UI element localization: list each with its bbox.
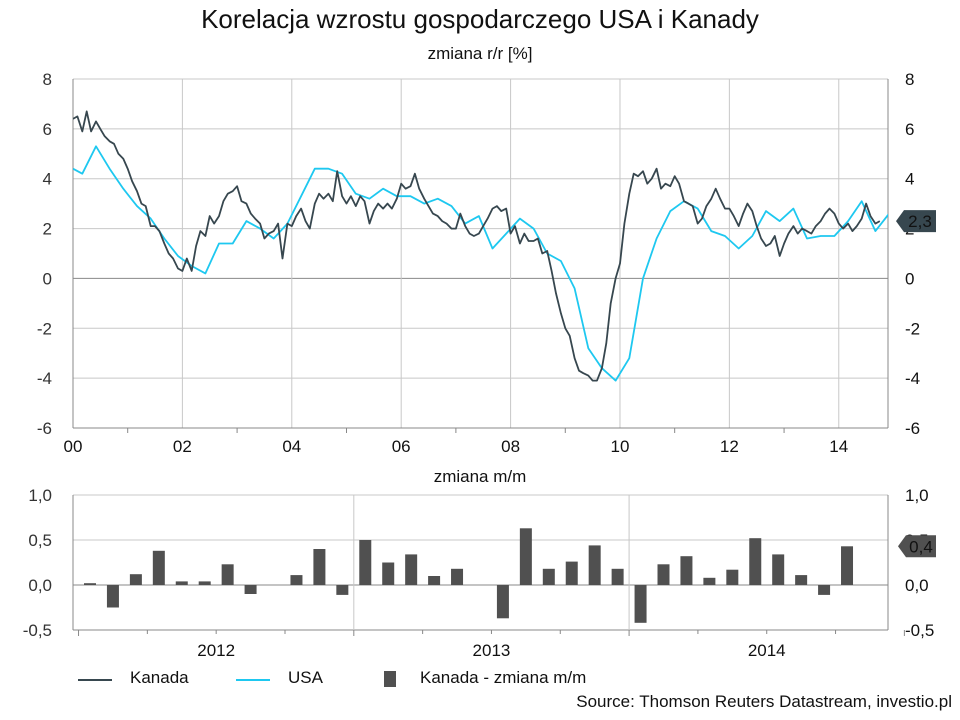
- bar-x-tick-label: 2013: [473, 641, 511, 660]
- x-tick-label: 08: [501, 437, 520, 456]
- bar: [611, 568, 624, 585]
- y-tick-label-left: 6: [43, 120, 52, 139]
- last-value-callout-top: [896, 210, 936, 233]
- y-tick-label-right: 6: [905, 120, 914, 139]
- y-tick-label-right: -4: [905, 369, 920, 388]
- y-tick-label-right: 8: [905, 70, 914, 89]
- bar: [703, 577, 716, 585]
- bar-y-tick-label-left: 1,0: [28, 486, 52, 505]
- bar: [198, 581, 211, 585]
- bar: [313, 549, 326, 585]
- bar: [359, 540, 372, 585]
- series-line-usa: [73, 145, 888, 382]
- series-line-kanada: [73, 110, 881, 382]
- y-tick-label-left: -4: [37, 369, 52, 388]
- bar-y-tick-label-left: 0,0: [28, 576, 52, 595]
- bar: [519, 528, 532, 585]
- bar-y-tick-label-right: 1,0: [905, 486, 929, 505]
- y-tick-label-left: -2: [37, 319, 52, 338]
- y-tick-label-left: 4: [43, 170, 52, 189]
- bar: [244, 585, 257, 594]
- legend-label-kanada-mm: Kanada - zmiana m/m: [420, 668, 587, 687]
- y-tick-label-left: 8: [43, 70, 52, 89]
- bar: [565, 561, 578, 585]
- y-tick-label-right: -2: [905, 319, 920, 338]
- bar: [726, 569, 739, 585]
- bar: [152, 550, 165, 585]
- bar: [382, 562, 395, 585]
- legend-swatch-usa: [236, 679, 270, 681]
- bar: [106, 585, 119, 608]
- bar: [542, 568, 555, 585]
- bar-y-tick-label-right: 0,0: [905, 576, 929, 595]
- bar: [405, 554, 418, 585]
- bar: [772, 554, 785, 585]
- bottom-chart-subtitle: zmiana m/m: [433, 467, 527, 486]
- last-value-label-top: 2,3: [908, 212, 932, 231]
- y-tick-label-left: 2: [43, 220, 52, 239]
- y-tick-label-left: 0: [43, 269, 52, 288]
- top-chart-subtitle: zmiana r/r [%]: [427, 44, 533, 63]
- source-note: Source: Thomson Reuters Datastream, inve…: [576, 692, 952, 711]
- bar: [496, 585, 509, 619]
- y-tick-label-right: 4: [905, 170, 914, 189]
- x-tick-label: 14: [829, 437, 848, 456]
- y-tick-label-right: -6: [905, 419, 920, 438]
- legend-label-usa: USA: [288, 668, 323, 687]
- bar: [129, 574, 142, 585]
- last-value-callout-bottom: [898, 535, 936, 558]
- x-tick-label: 04: [282, 437, 301, 456]
- bar: [841, 546, 854, 585]
- bar: [588, 545, 601, 585]
- bar: [175, 581, 188, 585]
- bar: [221, 564, 234, 585]
- bar-y-tick-label-right: -0,5: [905, 621, 934, 640]
- bar: [795, 575, 808, 585]
- bar: [428, 576, 441, 585]
- x-tick-label: 06: [392, 437, 411, 456]
- bar: [680, 556, 693, 585]
- bar: [749, 538, 762, 585]
- bar: [336, 585, 349, 595]
- legend-swatch-kanada: [78, 679, 112, 681]
- bar-x-tick-label: 2012: [197, 641, 235, 660]
- y-tick-label-right: 0: [905, 269, 914, 288]
- x-tick-label: 02: [173, 437, 192, 456]
- bar: [634, 585, 647, 623]
- bar: [451, 568, 464, 585]
- x-tick-label: 00: [64, 437, 83, 456]
- bar-x-tick-label: 2014: [748, 641, 786, 660]
- bar: [818, 585, 831, 595]
- last-value-label-bottom: 0,4: [909, 537, 933, 556]
- bar: [290, 575, 303, 585]
- legend-swatch-kanada-mm: [384, 671, 396, 687]
- x-tick-label: 10: [611, 437, 630, 456]
- x-tick-label: 12: [720, 437, 739, 456]
- bar: [657, 564, 670, 585]
- chart-title: Korelacja wzrostu gospodarczego USA i Ka…: [201, 4, 759, 34]
- bar-y-tick-label-left: -0,5: [23, 621, 52, 640]
- y-tick-label-left: -6: [37, 419, 52, 438]
- legend-label-kanada: Kanada: [130, 668, 189, 687]
- bar: [84, 583, 96, 585]
- bar-y-tick-label-left: 0,5: [28, 531, 52, 550]
